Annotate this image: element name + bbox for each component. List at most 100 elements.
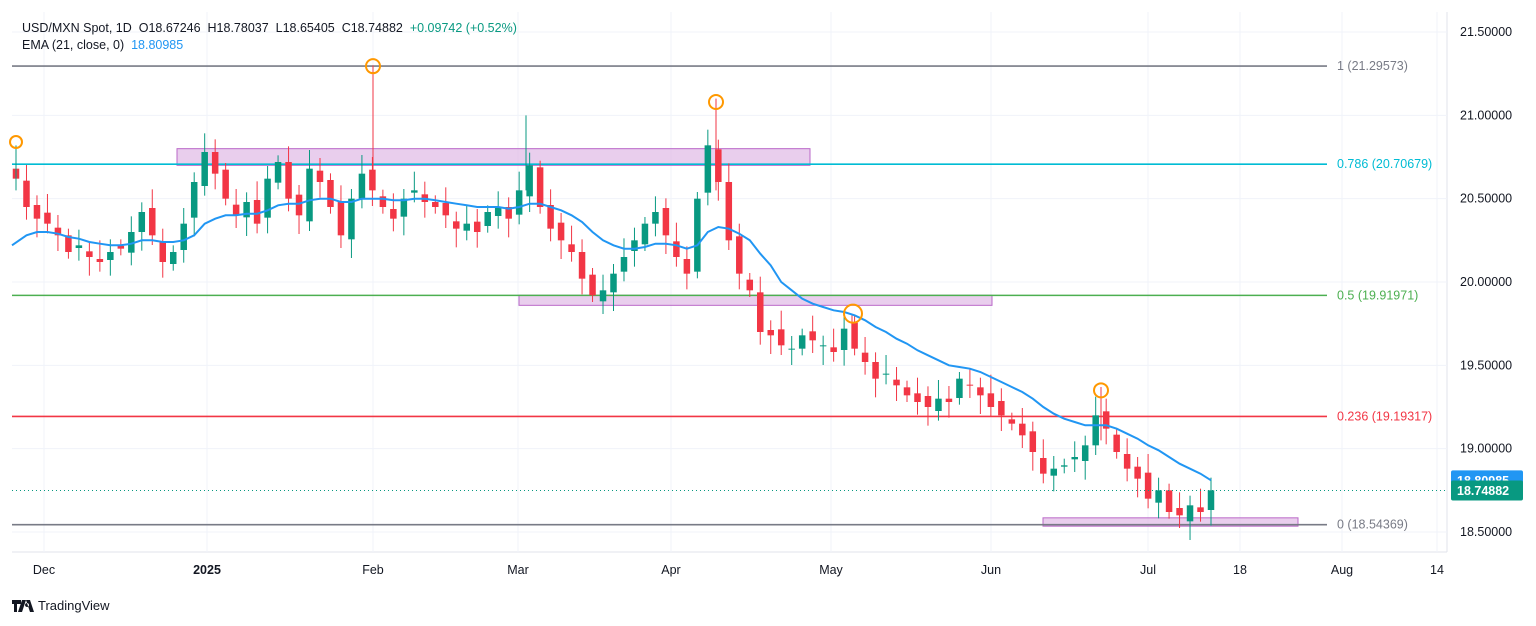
candle-body xyxy=(1019,423,1026,436)
candle xyxy=(65,228,72,259)
y-tick-label: 18.50000 xyxy=(1460,525,1512,539)
x-axis[interactable]: Dec 2025 Feb Mar Apr May Jun Jul 18 Aug 14 xyxy=(33,563,1444,577)
candle xyxy=(453,211,460,248)
ema-value: 18.80985 xyxy=(131,38,184,52)
candle xyxy=(924,386,932,426)
last-price-tag-bg xyxy=(1451,480,1523,501)
candle xyxy=(1113,428,1120,459)
x-tick-label: Dec xyxy=(33,563,55,577)
fib-levels: 1 (21.29573) 0.786 (20.70679) 0.5 (19.9197… xyxy=(12,59,1432,532)
swing-marker xyxy=(843,303,863,324)
candle xyxy=(295,185,303,234)
candle xyxy=(903,380,911,402)
x-tick-label: Jul xyxy=(1140,563,1156,577)
candle xyxy=(149,189,156,245)
candle-body xyxy=(830,347,837,352)
candle xyxy=(966,369,974,398)
candle-body xyxy=(788,348,795,350)
candle-body xyxy=(23,180,30,207)
candle-body xyxy=(1102,411,1110,429)
candle-body xyxy=(1113,434,1120,452)
x-tick-label: May xyxy=(819,563,843,577)
candle xyxy=(631,227,638,267)
candle xyxy=(777,310,785,355)
y-tick-label: 19.00000 xyxy=(1460,442,1512,456)
candle-body xyxy=(432,202,439,207)
candle xyxy=(536,160,544,214)
x-tick-label: Jun xyxy=(981,563,1001,577)
candle xyxy=(757,276,764,345)
candle-body xyxy=(694,198,701,272)
candle xyxy=(1040,439,1047,484)
candle xyxy=(211,139,219,190)
candle-body xyxy=(264,178,271,218)
candle xyxy=(652,196,659,237)
candle xyxy=(830,328,837,362)
legend-ema-row: EMA (21, close, 0) 18.80985 xyxy=(22,37,517,54)
candle-body xyxy=(966,384,974,386)
candle xyxy=(704,129,712,206)
candle xyxy=(96,240,104,272)
candle-body xyxy=(914,393,921,402)
candle xyxy=(1197,488,1204,522)
fib-label: 0.786 (20.70679) xyxy=(1337,157,1432,171)
candle-body xyxy=(44,212,51,224)
candle-body xyxy=(1207,490,1215,510)
candle-body xyxy=(54,227,62,236)
candle-body xyxy=(1197,507,1204,512)
candle-body xyxy=(861,352,869,362)
x-tick-label: 18 xyxy=(1233,563,1247,577)
candle xyxy=(1081,435,1089,480)
candle xyxy=(274,155,282,190)
candle xyxy=(337,185,345,248)
candle xyxy=(819,335,827,365)
candle-body xyxy=(673,241,680,257)
candle-body xyxy=(1123,454,1131,469)
candle-body xyxy=(138,212,146,232)
fib-label: 0.236 (19.19317) xyxy=(1337,409,1432,423)
candle xyxy=(987,374,995,417)
y-tick-label: 20.00000 xyxy=(1460,275,1512,289)
candle-body xyxy=(935,398,942,411)
candle-body xyxy=(882,373,890,375)
candle-body xyxy=(159,241,167,262)
candle-body xyxy=(222,169,229,199)
candle-body xyxy=(610,273,617,293)
x-tick-label: 14 xyxy=(1430,563,1444,577)
open-value: O18.67246 xyxy=(138,21,201,35)
candle xyxy=(1060,458,1068,474)
candle xyxy=(599,274,607,314)
candle-body xyxy=(411,190,418,193)
candle-body xyxy=(987,393,995,407)
low-value: L18.65405 xyxy=(275,21,335,35)
candle xyxy=(86,241,93,276)
candle xyxy=(442,187,450,228)
symbol-label[interactable]: USD/MXN Spot, 1D xyxy=(22,21,132,35)
candle-body xyxy=(1040,458,1047,474)
candle-body xyxy=(767,330,774,336)
candle xyxy=(840,316,848,366)
candle xyxy=(44,194,51,234)
candle xyxy=(473,209,481,248)
x-tick-label: Feb xyxy=(362,563,384,577)
candle-body xyxy=(704,145,712,193)
candle xyxy=(232,189,240,228)
candle-body xyxy=(1029,431,1037,452)
candle-body xyxy=(473,221,481,232)
candle-body xyxy=(1060,465,1068,467)
tradingview-logo[interactable]: TradingView xyxy=(12,598,110,613)
candle xyxy=(589,268,596,302)
candle-body xyxy=(620,257,628,272)
candle-body xyxy=(379,196,387,207)
candle-body xyxy=(358,173,366,199)
candle-body xyxy=(840,328,848,350)
candle xyxy=(914,377,921,415)
candle-body xyxy=(599,290,607,302)
y-axis[interactable]: 18.50000 19.00000 19.50000 20.00000 20.50000… xyxy=(1460,25,1512,539)
candle-body xyxy=(568,244,575,252)
ema-line xyxy=(11,197,1212,482)
candle-body xyxy=(463,223,470,231)
ema-label[interactable]: EMA (21, close, 0) xyxy=(22,38,125,52)
candle xyxy=(872,352,879,398)
